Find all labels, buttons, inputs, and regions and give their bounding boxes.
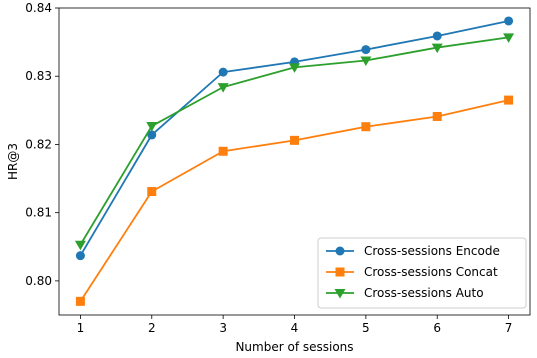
legend: Cross-sessions Encode Cross-sessions Conc… — [317, 237, 527, 309]
legend-item: Cross-sessions Encode — [326, 244, 500, 258]
legend-marker — [335, 246, 345, 256]
legend-box — [317, 237, 527, 309]
data-point — [503, 33, 515, 43]
axis-ticks: 1 2 3 4 5 6 7 0.80 0.81 0.82 0.83 0.84 — [25, 1, 512, 335]
x-tick-label: 5 — [362, 321, 370, 335]
legend-item: Cross-sessions Concat — [326, 265, 498, 279]
data-point — [218, 146, 228, 156]
y-axis-title: HR@3 — [6, 143, 20, 180]
y-tick-label: 0.83 — [25, 69, 52, 83]
legend-marker — [334, 289, 346, 299]
data-point — [75, 251, 85, 261]
data-point — [360, 56, 372, 67]
x-tick-label: 7 — [505, 321, 513, 335]
data-point — [431, 43, 443, 54]
data-point — [504, 16, 514, 26]
y-tick-label: 0.84 — [25, 1, 52, 15]
data-point — [217, 83, 229, 93]
y-tick-label: 0.80 — [25, 274, 52, 288]
data-point — [218, 67, 228, 77]
x-tick-label: 1 — [77, 321, 85, 335]
series-1 — [75, 95, 514, 306]
data-point — [504, 95, 514, 105]
legend-item: Cross-sessions Auto — [326, 286, 484, 300]
data-point — [432, 31, 442, 41]
x-axis-title: Number of sessions — [235, 340, 353, 354]
data-point — [74, 240, 86, 251]
y-tick-label: 0.81 — [25, 206, 52, 220]
data-point — [361, 45, 371, 55]
x-tick-label: 6 — [433, 321, 441, 335]
data-point — [289, 63, 300, 73]
legend-label: Cross-sessions Concat — [364, 265, 498, 279]
legend-label: Cross-sessions Encode — [364, 244, 500, 258]
data-point — [147, 187, 157, 197]
y-tick-label: 0.82 — [25, 137, 52, 151]
data-point — [290, 135, 299, 145]
series-layer — [74, 16, 515, 306]
data-point — [432, 111, 442, 121]
x-tick-label: 2 — [148, 321, 156, 335]
data-point — [146, 122, 158, 132]
series-2 — [74, 33, 515, 251]
data-point — [75, 296, 85, 306]
x-tick-label: 3 — [219, 321, 227, 335]
data-point — [361, 122, 371, 132]
legend-label: Cross-sessions Auto — [364, 286, 484, 300]
legend-marker — [335, 267, 345, 277]
plot-frame — [58, 7, 531, 316]
data-point — [147, 130, 157, 140]
x-tick-label: 4 — [291, 321, 299, 335]
